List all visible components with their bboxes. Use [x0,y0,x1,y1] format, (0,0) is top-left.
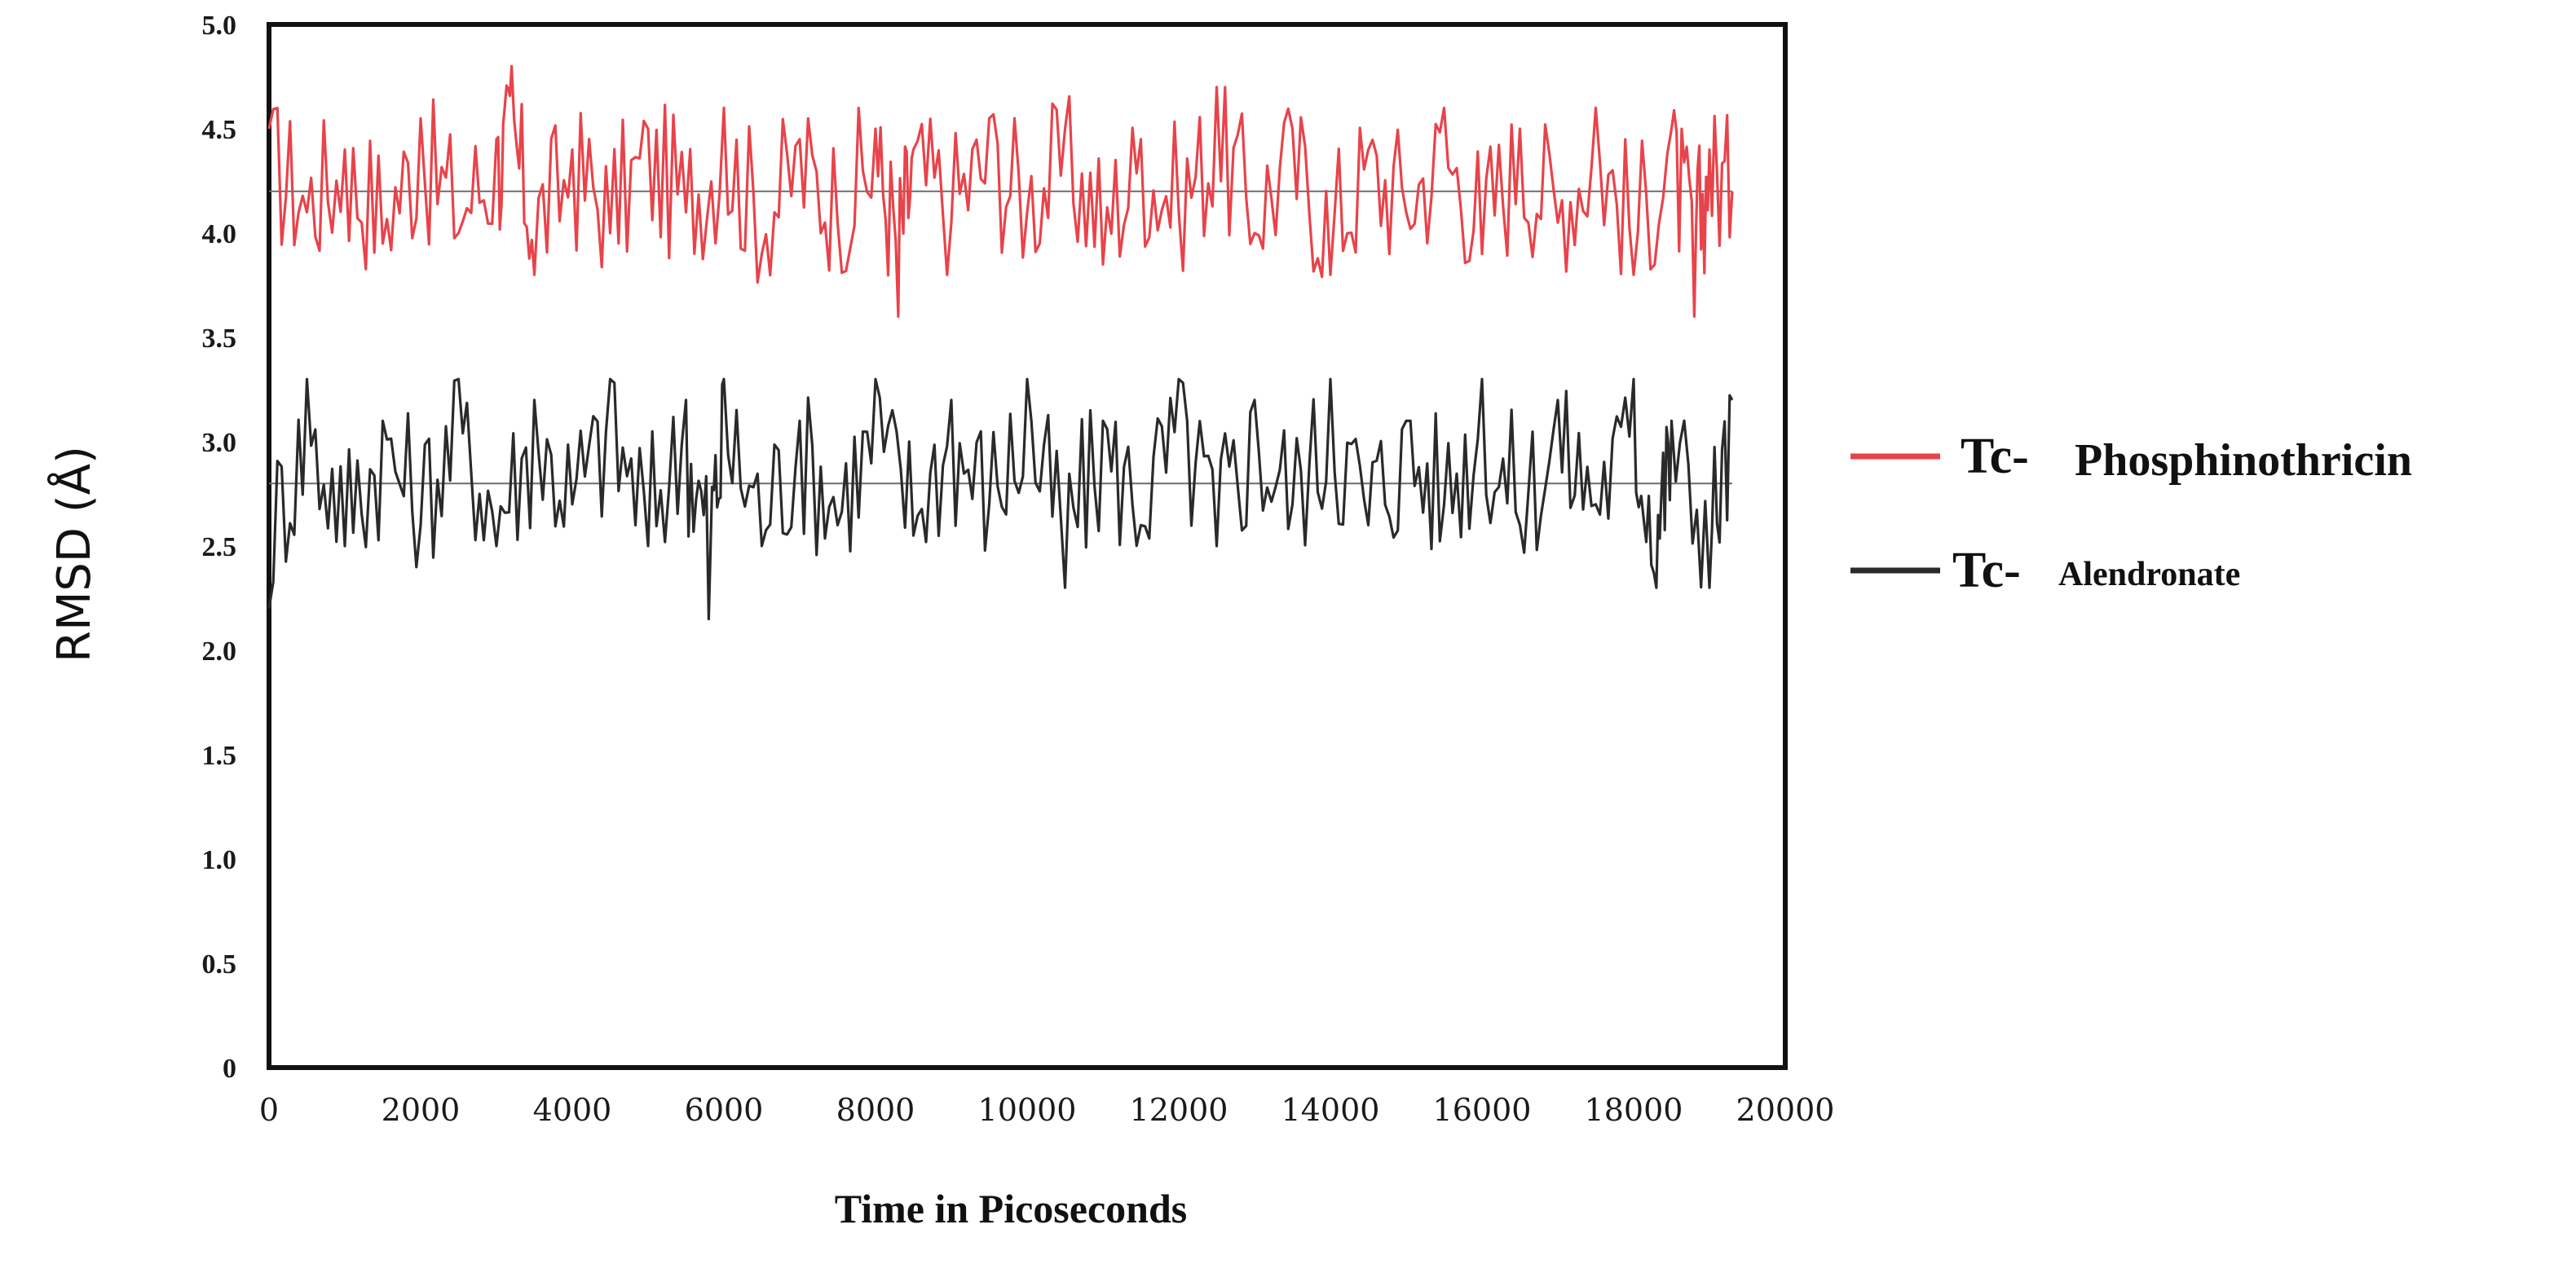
legend-item-phosphinothricin: Tc- Phosphinothricin [1850,429,2412,486]
y-tick-label-5: 2.5 [202,532,237,562]
y-tick-label-1: 0.5 [202,949,237,980]
y-axis-title: RMSD (Å) [47,446,101,663]
legend: Tc- Phosphinothricin Tc- Alendronate [1850,429,2412,598]
legend-item-alendronate: Tc- Alendronate [1850,543,2240,598]
series-line-1 [267,377,1734,621]
series-layer [267,64,1734,621]
x-tick-label-0: 0 [259,1092,279,1128]
series-line-0 [267,64,1734,318]
x-tick-label-10: 20000 [1736,1092,1835,1128]
legend-prefix-alendronate: Tc- [1952,543,2021,598]
legend-label-phosphinothricin: Phosphinothricin [2075,435,2412,486]
x-tick-label-1: 2000 [382,1092,461,1128]
legend-prefix-phosphinothricin: Tc- [1961,429,2029,484]
y-tick-label-0: 0 [223,1054,236,1084]
x-tick-label-7: 14000 [1281,1092,1380,1128]
x-tick-label-2: 4000 [533,1092,612,1128]
plot-area [267,22,1788,1070]
x-tick-label-5: 10000 [978,1092,1077,1128]
legend-label-alendronate: Alendronate [2058,556,2240,593]
x-ticks: 0 2000 4000 6000 8000 10000 12000 14000 16000 180… [259,1092,1835,1128]
x-axis-title: Time in Picoseconds [835,1186,1187,1231]
y-tick-label-7: 3.5 [202,324,237,354]
x-tick-label-3: 6000 [685,1092,764,1128]
y-tick-label-3: 1.5 [202,741,237,771]
y-tick-label-9: 4.5 [202,115,237,145]
y-tick-label-2: 1.0 [202,845,237,875]
x-tick-label-6: 12000 [1130,1092,1228,1128]
y-ticks: 0 0.5 1.0 1.5 2.0 2.5 3.0 3.5 4.0 4.5 5.0 [202,11,237,1084]
x-tick-label-8: 16000 [1433,1092,1532,1128]
x-tick-label-9: 18000 [1585,1092,1683,1128]
x-tick-label-4: 8000 [836,1092,915,1128]
y-tick-label-8: 4.0 [202,219,237,249]
y-tick-label-6: 3.0 [202,428,237,458]
y-tick-label-10: 5.0 [202,11,237,41]
y-tick-label-4: 2.0 [202,636,237,667]
